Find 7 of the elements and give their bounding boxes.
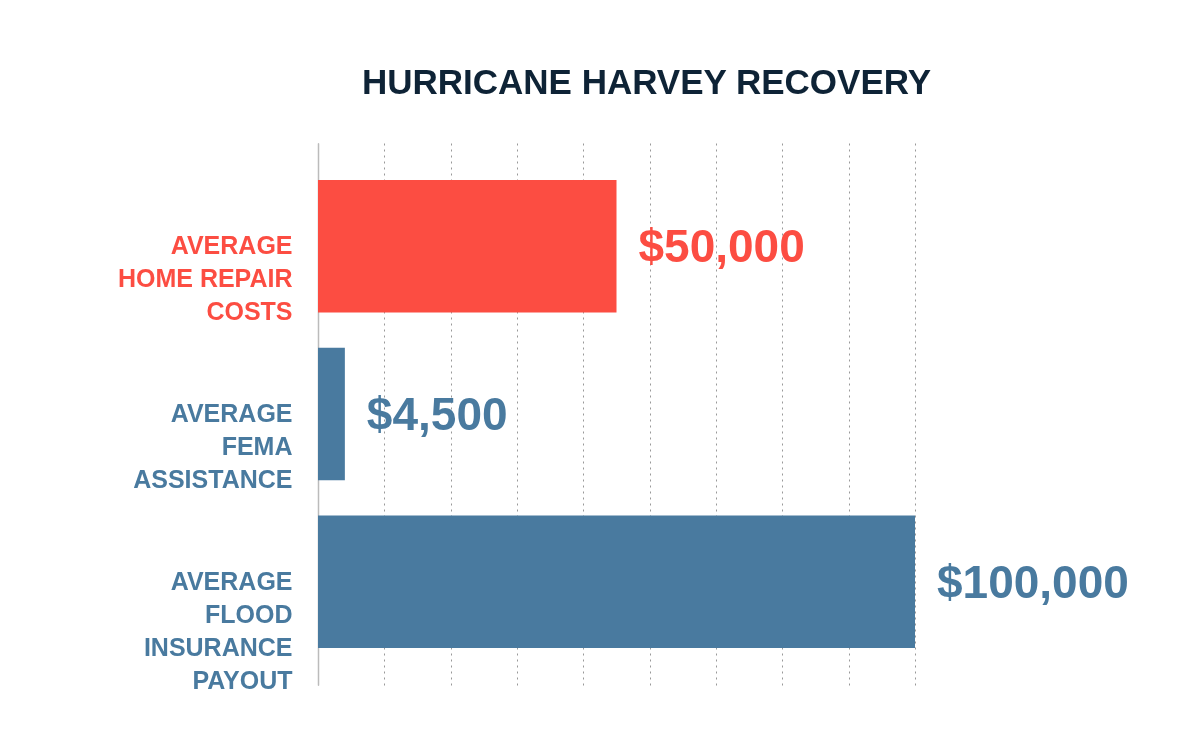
y-tick-label: AVERAGE FEMA ASSISTANCE xyxy=(133,399,293,493)
data-label: $100,000 xyxy=(937,555,1129,608)
chart-title: HURRICANE HARVEY RECOVERY xyxy=(361,62,932,101)
data-label: $50,000 xyxy=(638,220,805,273)
data-label: $4,500 xyxy=(366,388,508,440)
y-tick-label: AVERAGE HOME REPAIR COSTS xyxy=(117,231,293,326)
y-tick-label: AVERAGE FLOOD INSURANCE PAYOUT xyxy=(143,566,293,694)
